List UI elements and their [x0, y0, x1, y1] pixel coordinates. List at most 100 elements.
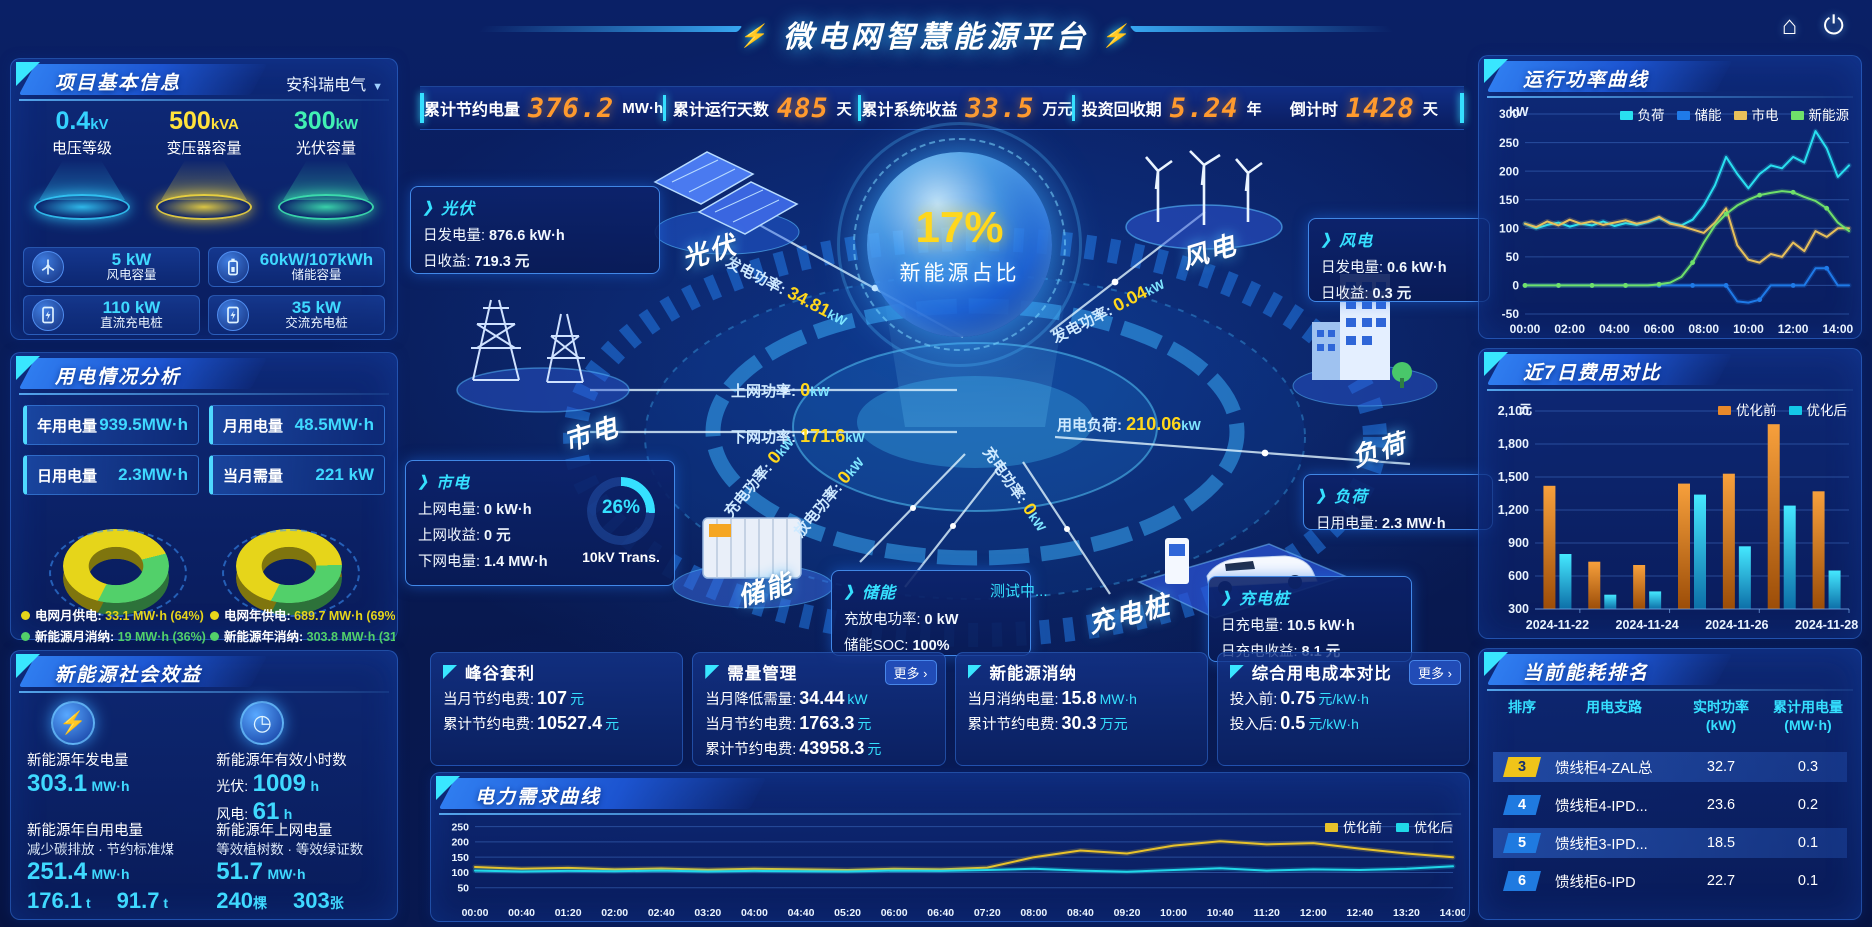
- legend-item-优化后[interactable]: 优化后: [1395, 817, 1453, 836]
- benefit-value: 51.7: [216, 858, 263, 885]
- y-axis-unit: kW: [1509, 104, 1529, 119]
- svg-text:2,100: 2,100: [1498, 404, 1529, 418]
- legend-swatch: [1790, 111, 1804, 120]
- home-icon[interactable]: ⌂: [1781, 10, 1798, 40]
- panel-header: 当前能耗排名: [1479, 649, 1861, 691]
- strategy-card-header: 峰谷套利: [443, 660, 670, 684]
- row-unit: 元: [867, 741, 882, 757]
- energy-cell: 0.2: [1797, 797, 1819, 813]
- card-title: ❯ 光伏: [423, 198, 476, 218]
- legend-item-优化后[interactable]: 优化后: [1788, 399, 1847, 419]
- svg-text:08:40: 08:40: [1067, 907, 1094, 919]
- legend-item-新能源[interactable]: 新能源: [1790, 104, 1849, 124]
- row-value: 1763.3: [799, 713, 855, 733]
- header-underline: [1487, 389, 1853, 391]
- box-value: 60kW/107kWh: [259, 249, 374, 269]
- legend-label: 负荷: [1637, 108, 1665, 123]
- legend-item-负荷[interactable]: 负荷: [1619, 104, 1665, 124]
- bolt-icon: ⚡: [1101, 23, 1133, 48]
- legend-label: 市电: [1751, 108, 1779, 123]
- row-value: 0 kW: [924, 612, 959, 628]
- panel-cost-compare: 近7日费用对比 元 优化前 优化后 300 600 900 1,200 1,500 1,80…: [1478, 348, 1862, 639]
- certs-value: 303: [292, 888, 330, 913]
- chevron-right-icon: ❯: [418, 472, 430, 490]
- power-cell: 18.5: [1706, 835, 1736, 851]
- legend-item-市电[interactable]: 市电: [1733, 104, 1779, 124]
- topbar-stat: 累计运行天数 485 天: [666, 93, 858, 124]
- svg-text:01:20: 01:20: [555, 907, 582, 919]
- box-wind-capacity: 5 kW 风电容量: [23, 247, 200, 287]
- svg-text:02:00: 02:00: [1554, 322, 1585, 336]
- legend-item: 新能源月消纳: 19 MW·h (36%): [21, 626, 206, 645]
- power-line-chart: -50 0 50 100 150 200 250 300 00:00 02:00 04:00 06:0…: [1499, 107, 1854, 336]
- box-ac-charger: 35 kW 交流充电桩: [208, 295, 385, 335]
- panel-project-info: 项目基本信息 安科瑞电气 ▼ 0.4kV 电压等级 500kVA 变压器容量 30…: [10, 58, 398, 340]
- project-selector[interactable]: 安科瑞电气 ▼: [286, 71, 383, 95]
- row-value: 10.5 kW·h: [1287, 618, 1355, 634]
- stat-value: 221 kW: [315, 465, 374, 484]
- box-storage-capacity: 60kW/107kWh 储能容量: [208, 247, 385, 287]
- more-button[interactable]: 更多 ›: [884, 660, 937, 685]
- box-dc-charger: 110 kW 直流充电桩: [23, 295, 200, 335]
- row-label: 当月消纳电量:: [967, 692, 1059, 708]
- podium-unit: kW: [335, 116, 359, 133]
- row-label: 上网收益:: [418, 528, 481, 544]
- flow-unit: kW: [1181, 418, 1201, 433]
- flow-unit: kW: [810, 384, 830, 399]
- flow-value: 171.6: [800, 426, 846, 446]
- charger-info-card: ❯充电桩 日充电量:10.5 kW·h日充电收益:8.1 元: [1208, 576, 1412, 662]
- strategy-row: 当月节约电费: 107 元: [443, 688, 670, 709]
- stat-label: 倒计时: [1289, 102, 1338, 119]
- stat-day-usage: 日用电量 2.3MW·h: [23, 455, 199, 495]
- coal-label: 节约标准煤: [106, 842, 175, 857]
- legend-swatch: [1718, 406, 1731, 415]
- header-underline: [439, 813, 1461, 815]
- box-label: 风电容量: [106, 268, 157, 283]
- legend-item-优化前[interactable]: 优化前: [1718, 399, 1777, 419]
- header-line2: (kW): [1705, 716, 1737, 733]
- storage-info-card: ❯ 储能 测试中... 充放电功率: 0 kW 储能SOC: 100%: [831, 570, 1048, 656]
- certs-label: 等效绿证数: [295, 842, 364, 857]
- pv-hours-unit: h: [310, 778, 320, 794]
- wind-hours-value: 61: [252, 798, 280, 825]
- power-icon[interactable]: ⏻: [1823, 10, 1844, 40]
- building-icon: [1292, 274, 1438, 407]
- row-label: 充放电功率:: [844, 612, 921, 628]
- title-decor-left: [477, 26, 743, 32]
- strategy-row: 当月消纳电量: 15.8 MW·h: [968, 688, 1195, 709]
- rank-cell: 6: [1493, 871, 1551, 891]
- svg-text:250: 250: [451, 821, 469, 833]
- strategy-row: 累计节约电费: 43958.3 元: [705, 738, 932, 759]
- card-row: 日发电量: 876.6 kW·h: [423, 224, 647, 245]
- row-unit: 元: [570, 691, 585, 707]
- flow-lines: [590, 211, 1411, 595]
- legend-item-储能[interactable]: 储能: [1676, 104, 1722, 124]
- legend-item-优化前[interactable]: 优化前: [1324, 817, 1382, 836]
- testing-badge: 测试中...: [990, 583, 1048, 600]
- branch-cell: 馈线柜6-IPD: [1555, 874, 1636, 891]
- glow-platform: [156, 194, 252, 220]
- gauge-label: 10kV Trans.: [582, 549, 660, 565]
- row-label: 下网电量:: [418, 554, 481, 570]
- pv-hours-value: 1009: [252, 770, 306, 797]
- svg-text:150: 150: [1499, 193, 1519, 207]
- stat-unit: 年: [1246, 100, 1262, 118]
- more-button[interactable]: 更多 ›: [1409, 660, 1461, 685]
- row-unit: 万元: [1099, 716, 1128, 732]
- project-selector-value: 安科瑞电气: [286, 77, 367, 94]
- legend-label: 新能源月消纳:: [35, 630, 118, 644]
- legend-dot: [210, 632, 219, 641]
- svg-text:300: 300: [1508, 602, 1529, 616]
- y-axis-unit: 元: [1519, 402, 1533, 417]
- supply-donuts: [31, 513, 377, 617]
- row-label: 当月降低需量:: [705, 692, 797, 708]
- row-value: 0.6 kW·h: [1387, 260, 1447, 276]
- svg-text:1,800: 1,800: [1498, 437, 1529, 451]
- stat-year-usage: 年用电量 939.5MW·h: [23, 405, 199, 445]
- row-value: 0.3 元: [1372, 286, 1412, 302]
- strategy-card-header: 新能源消纳: [967, 660, 1195, 684]
- svg-text:04:40: 04:40: [788, 907, 815, 919]
- power-chart-legend: 负荷 储能 市电 新能源: [1619, 104, 1849, 124]
- strategy-row: 当月降低需量: 34.44 kW: [705, 688, 932, 709]
